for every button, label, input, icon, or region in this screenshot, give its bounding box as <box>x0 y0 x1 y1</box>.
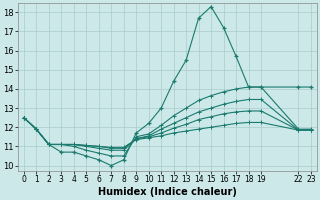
X-axis label: Humidex (Indice chaleur): Humidex (Indice chaleur) <box>98 187 237 197</box>
